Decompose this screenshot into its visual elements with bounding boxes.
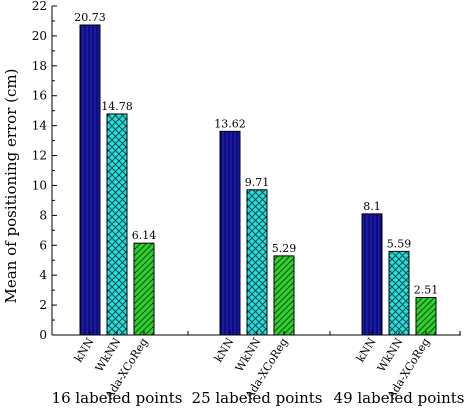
bar-value-label: 14.78: [101, 100, 133, 113]
x-category-label: kNN: [212, 335, 237, 364]
bar-value-label: 9.71: [245, 176, 270, 189]
bar-value-label: 6.14: [132, 229, 157, 242]
bar-value-label: 13.62: [214, 117, 246, 130]
y-axis: 0 2 4 6 8 10 12 14 16 18 20 22: [32, 0, 57, 342]
bar-ada-xcoreg-1: [133, 242, 155, 336]
bar-value-label: 20.73: [74, 11, 106, 24]
y-tick-label: 16: [32, 89, 47, 103]
group-label: 49 labeled points: [334, 389, 465, 407]
group-label: 25 labeled points: [192, 389, 323, 407]
bar-value-label: 5.29: [272, 242, 297, 255]
bar-ada-xcoreg-3: [415, 296, 437, 336]
bar-wknn-2: [246, 189, 268, 336]
y-tick-label: 18: [32, 59, 47, 73]
bar-wknn-3: [388, 250, 410, 336]
y-tick-label: 12: [32, 149, 47, 163]
y-axis-title: Mean of positioning error (cm): [2, 69, 20, 304]
bar-value-label: 8.1: [363, 200, 381, 213]
y-tick-label: 22: [32, 0, 47, 13]
bar-knn-2: [219, 130, 241, 336]
x-category-label: kNN: [354, 335, 379, 364]
y-tick-label: 20: [32, 29, 47, 43]
x-category-label: kNN: [72, 335, 97, 364]
bar-knn-1: [79, 24, 101, 336]
y-tick-label: 0: [39, 328, 47, 342]
bar-value-label: 2.51: [414, 283, 439, 296]
y-tick-label: 10: [32, 178, 47, 192]
bar-wknn-1: [106, 113, 128, 336]
y-tick-label: 8: [39, 208, 47, 222]
y-tick-label: 14: [32, 119, 48, 133]
y-tick-label: 2: [39, 298, 47, 312]
bar-value-label: 5.59: [387, 237, 412, 250]
y-tick-label: 4: [39, 268, 47, 282]
bar-ada-xcoreg-2: [273, 255, 295, 336]
bar-knn-3: [361, 213, 383, 336]
bars-layer: 20.73 14.78 6.14 13.62 9.71 5.29 8.1 5.59 2.51: [74, 11, 439, 336]
group-label: 16 labeled points: [52, 389, 183, 407]
y-tick-label: 6: [39, 238, 47, 252]
